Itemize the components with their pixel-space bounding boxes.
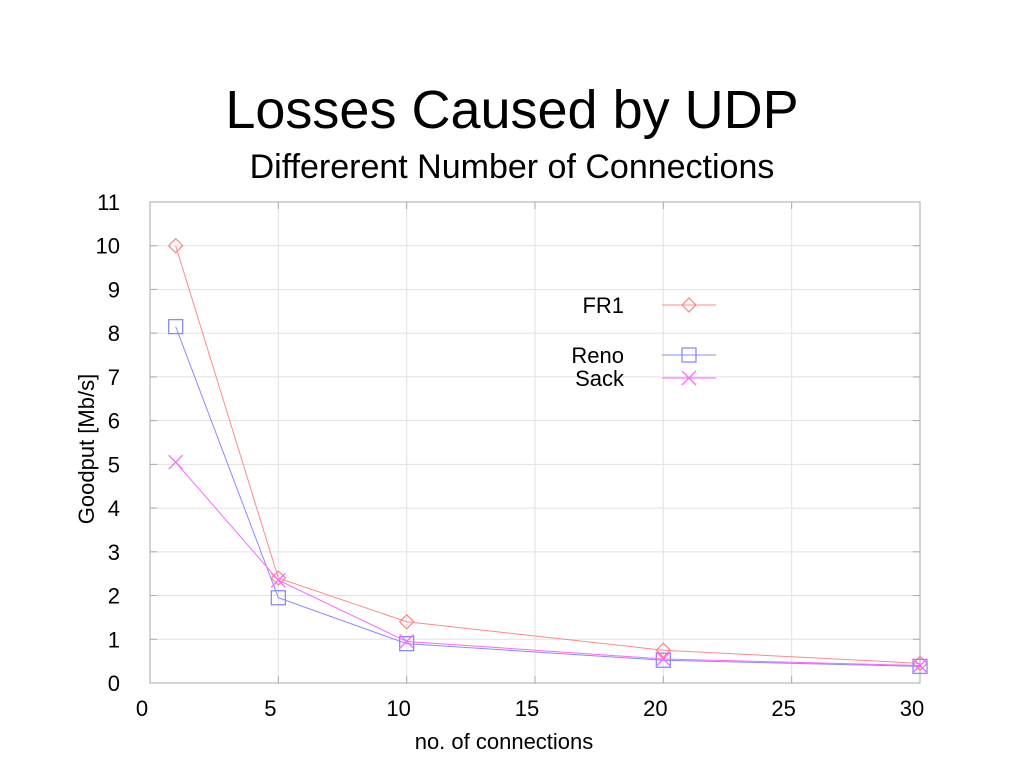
- y-tick-label: 6: [108, 409, 120, 434]
- legend-label-fr1: FR1: [582, 293, 624, 318]
- y-tick-label: 10: [96, 234, 120, 259]
- x-tick-label: 30: [900, 696, 924, 721]
- slide-title: Losses Caused by UDP: [225, 80, 799, 140]
- data-point-sack: [655, 651, 671, 667]
- series-line-reno: [175, 326, 921, 667]
- y-tick-label: 4: [108, 496, 120, 521]
- x-axis-label: no. of connections: [415, 729, 594, 754]
- series-line-sack: [175, 461, 921, 667]
- y-tick-label: 11: [97, 190, 120, 215]
- data-point-reno: [399, 635, 415, 652]
- data-point-reno: [168, 318, 184, 335]
- series-sack: [168, 454, 928, 673]
- x-tick-label: 15: [515, 696, 539, 721]
- legend-label-sack: Sack: [575, 366, 625, 391]
- x-tick-label: 10: [386, 696, 410, 721]
- y-tick-label: 5: [108, 452, 120, 477]
- data-point-sack: [270, 572, 286, 588]
- x-tick-label: 20: [643, 696, 667, 721]
- x-tick-label: 25: [771, 696, 795, 721]
- y-axis-label: Goodput [Mb/s]: [74, 374, 99, 524]
- legend-label-reno: Reno: [571, 343, 624, 368]
- legend-marker-sack: [681, 370, 697, 386]
- y-tick-label: 2: [108, 584, 120, 609]
- y-tick-label: 0: [108, 671, 120, 696]
- series-reno: [168, 318, 928, 675]
- data-point-fr1: [398, 613, 415, 630]
- series-line-fr1: [175, 245, 921, 664]
- legend-marker-reno: [681, 347, 697, 363]
- data-point-sack: [168, 454, 184, 470]
- data-point-reno: [270, 590, 286, 606]
- legend-marker-fr1: [681, 297, 697, 313]
- data-point-reno: [912, 658, 928, 675]
- slide-subtitle: Differerent Number of Connections: [249, 148, 775, 186]
- tick-layer: 0 1 2 3 4 5 6 7 8 9 10 11 0 5 10 15 20 25 30: [96, 190, 925, 721]
- y-tick-label: 9: [108, 277, 120, 302]
- series-layer: [167, 237, 928, 675]
- data-point-reno: [655, 652, 671, 668]
- x-tick-label: 0: [136, 696, 148, 721]
- data-point-fr1: [167, 237, 184, 254]
- y-tick-label: 8: [108, 321, 120, 346]
- grid-layer: [150, 202, 920, 683]
- y-tick-label: 1: [108, 627, 120, 652]
- y-tick-label: 7: [108, 365, 120, 390]
- data-point-sack: [912, 658, 928, 673]
- x-tick-label: 5: [264, 696, 276, 721]
- y-tick-label: 3: [108, 540, 120, 565]
- series-fr1: [167, 237, 928, 672]
- data-point-fr1: [655, 642, 672, 659]
- data-point-sack: [399, 633, 415, 649]
